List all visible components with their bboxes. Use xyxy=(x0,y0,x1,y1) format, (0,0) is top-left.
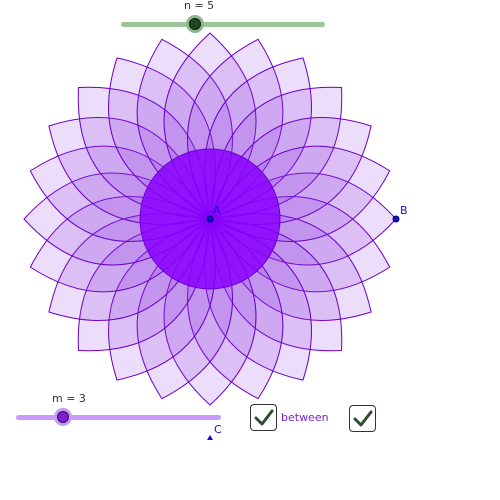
slider-m-knob[interactable] xyxy=(54,408,72,426)
slider-m-track[interactable] xyxy=(16,415,221,420)
point-c-marker[interactable] xyxy=(207,435,213,440)
between-label: between xyxy=(281,411,329,424)
checkmark-icon xyxy=(254,409,274,426)
point-a-label: A xyxy=(213,204,221,217)
checkmark-icon xyxy=(353,410,373,427)
point-b[interactable] xyxy=(392,215,400,223)
point-b-label: B xyxy=(400,204,408,217)
point-a[interactable] xyxy=(206,215,214,223)
between-checkbox[interactable] xyxy=(250,404,277,431)
slider-m-label: m = 3 xyxy=(52,392,86,405)
slider-n-track[interactable] xyxy=(121,22,325,27)
slider-n-knob[interactable] xyxy=(186,15,204,33)
point-c-label: C xyxy=(214,423,222,436)
second-checkbox[interactable] xyxy=(349,405,376,432)
slider-n-label: n = 5 xyxy=(184,0,215,12)
